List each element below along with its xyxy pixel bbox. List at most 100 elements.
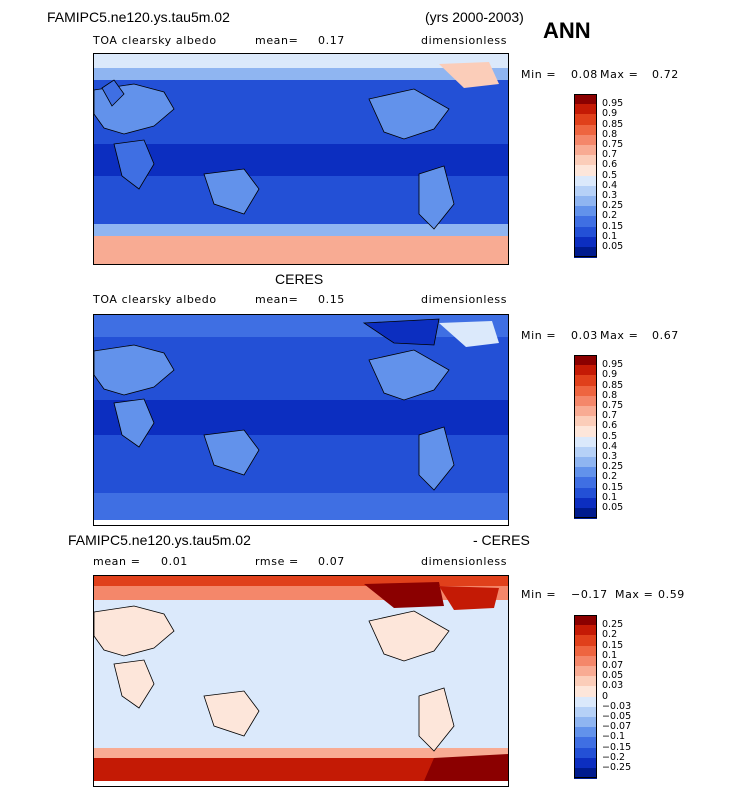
colorbar-swatch xyxy=(574,446,597,458)
panel3-max-label: Max = xyxy=(615,588,654,601)
colorbar-tick-label: 0.75 xyxy=(602,139,624,150)
colorbar-swatch xyxy=(574,247,597,258)
panel2-mean-value: 0.15 xyxy=(318,293,345,306)
colorbar-swatch xyxy=(574,747,597,759)
case-title: FAMIPC5.ne120.ys.tau5m.02 xyxy=(47,9,230,25)
colorbar-tick-label: 0.15 xyxy=(602,220,624,232)
panel1-mean-label: mean= xyxy=(255,34,299,47)
colorbar-tick-label: 0.85 xyxy=(602,118,624,130)
colorbar-swatch xyxy=(574,236,597,248)
colorbar-tick-label: 0.2 xyxy=(602,471,618,483)
colorbar-tick-label: 0.4 xyxy=(602,440,618,452)
colorbar-swatch xyxy=(574,114,597,126)
panel2-max-value: 0.67 xyxy=(652,329,679,342)
colorbar-swatch xyxy=(574,477,597,489)
panel2-title: CERES xyxy=(275,271,324,287)
colorbar-swatch xyxy=(574,615,597,626)
colorbar-tick-label: 0.15 xyxy=(602,639,624,651)
colorbar-swatch xyxy=(574,416,597,427)
panel1-max-label: Max = xyxy=(600,68,639,81)
panel3-mean-label: mean = xyxy=(93,555,141,568)
colorbar-tick-label: −0.03 xyxy=(602,700,632,712)
colorbar-tick-label: 0 xyxy=(602,690,609,702)
colorbar-tick-label: 0.9 xyxy=(602,108,618,120)
colorbar-tick-label: 0.9 xyxy=(602,369,618,381)
panel1-map xyxy=(93,53,509,265)
colorbar-swatch xyxy=(574,155,597,166)
panel3-rmse-label: rmse = xyxy=(255,555,299,568)
colorbar-tick-label: −0.1 xyxy=(602,731,626,743)
panel3-title-left: FAMIPC5.ne120.ys.tau5m.02 xyxy=(68,532,251,548)
colorbar-tick-label: 0.25 xyxy=(602,461,624,473)
colorbar-tick-label: 0.05 xyxy=(602,670,624,682)
colorbar-swatch xyxy=(574,134,597,146)
panel3-mean-value: 0.01 xyxy=(161,555,188,568)
colorbar-tick-label: −0.05 xyxy=(602,711,632,722)
colorbar-swatch xyxy=(574,457,597,468)
panel2-min-label: Min = xyxy=(521,329,557,342)
panel3-min-label: Min = xyxy=(521,588,557,601)
colorbar-swatch xyxy=(574,676,597,687)
colorbar-tick-label: 0.1 xyxy=(602,649,618,661)
colorbar-tick-label: 0.15 xyxy=(602,481,624,493)
colorbar-frame xyxy=(574,615,597,779)
panel2-min-value: 0.03 xyxy=(571,329,598,342)
colorbar-tick-label: 0.7 xyxy=(602,149,618,161)
colorbar-swatch xyxy=(574,655,597,667)
colorbar-tick-label: 0.75 xyxy=(602,400,624,411)
colorbar-swatch xyxy=(574,508,597,519)
colorbar-swatch xyxy=(574,706,597,718)
colorbar-swatch xyxy=(574,645,597,657)
colorbar-swatch xyxy=(574,467,597,478)
colorbar-swatch xyxy=(574,226,597,238)
panel1-mean-value: 0.17 xyxy=(318,34,345,47)
colorbar-swatch xyxy=(574,717,597,728)
panel1-units: dimensionless xyxy=(421,34,508,47)
panel1-colorbar: 0.95 0.9 0.85 0.8 0.75 0.7 0.6 0.5 0.4 0.3 0.25 0.2… xyxy=(574,94,623,258)
panel3-title-right: - CERES xyxy=(473,532,530,548)
colorbar-tick-label: 0.25 xyxy=(602,200,624,212)
colorbar-swatch xyxy=(574,196,597,207)
colorbar-frame xyxy=(574,355,597,519)
colorbar-swatch xyxy=(574,487,597,499)
colorbar-tick-label: 0.1 xyxy=(602,491,618,503)
colorbar-tick-label: 0.07 xyxy=(602,660,624,671)
colorbar-swatch xyxy=(574,165,597,177)
panel2-colorbar: 0.95 0.9 0.85 0.8 0.75 0.7 0.6 0.5 0.4 0.3 0.25 0.2… xyxy=(574,355,623,519)
panel3-map xyxy=(93,575,509,787)
colorbar-tick-label: 0.8 xyxy=(602,128,618,140)
panel3-units: dimensionless xyxy=(421,555,508,568)
colorbar-swatch xyxy=(574,216,597,228)
colorbar-swatch xyxy=(574,385,597,397)
panel2-units: dimensionless xyxy=(421,293,508,306)
panel2-mean-label: mean= xyxy=(255,293,299,306)
panel1-max-value: 0.72 xyxy=(652,68,679,81)
colorbar-swatch xyxy=(574,757,597,769)
panel1-min-value: 0.08 xyxy=(571,68,598,81)
panel1-variable: TOA clearsky albedo xyxy=(93,34,217,47)
colorbar-frame xyxy=(574,94,597,258)
colorbar-tick-label: 0.05 xyxy=(602,502,624,513)
colorbar-swatch xyxy=(574,768,597,779)
colorbar-tick-label: 0.05 xyxy=(602,241,624,252)
colorbar-tick-label: 0.4 xyxy=(602,179,618,191)
colorbar-swatch xyxy=(574,686,597,698)
panel3-min-value: −0.17 xyxy=(571,588,608,601)
colorbar-swatch xyxy=(574,625,597,636)
colorbar-swatch xyxy=(574,635,597,647)
colorbar-swatch xyxy=(574,355,597,366)
colorbar-swatch xyxy=(574,737,597,749)
colorbar-tick-label: 0.3 xyxy=(602,190,618,201)
colorbar-swatch xyxy=(574,94,597,105)
colorbar-tick-label: 0.95 xyxy=(602,359,624,371)
colorbar-tick-label: 0.95 xyxy=(602,98,624,110)
panel3-max-value: 0.59 xyxy=(658,588,685,601)
colorbar-tick-label: 0.03 xyxy=(602,680,624,692)
panel2-variable: TOA clearsky albedo xyxy=(93,293,217,306)
colorbar-swatch xyxy=(574,175,597,187)
colorbar-tick-label: 0.5 xyxy=(602,169,618,181)
colorbar-swatch xyxy=(574,696,597,708)
panel2-map xyxy=(93,314,509,526)
colorbar-tick-label: 0.85 xyxy=(602,379,624,391)
colorbar-tick-label: 0.25 xyxy=(602,619,624,631)
